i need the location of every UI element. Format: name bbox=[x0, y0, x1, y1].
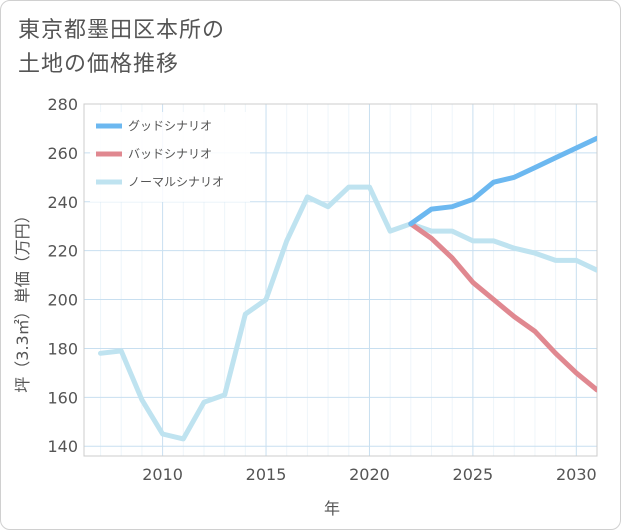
series-line-0 bbox=[98, 184, 597, 442]
y-tick-label: 260 bbox=[47, 144, 78, 163]
x-tick-label: 2030 bbox=[556, 465, 597, 484]
chart-title: 東京都墨田区本所の 土地の価格推移 bbox=[18, 14, 225, 82]
series-line-2 bbox=[408, 135, 597, 227]
legend-label: ノーマルシナリオ bbox=[128, 175, 224, 189]
title-line-1: 東京都墨田区本所の bbox=[18, 18, 226, 43]
y-tick-label: 280 bbox=[47, 95, 78, 114]
y-tick-label: 200 bbox=[47, 291, 78, 310]
y-tick-label: 220 bbox=[47, 242, 78, 261]
title-line-2: 土地の価格推移 bbox=[18, 52, 180, 77]
y-axis-title: 坪（3.3㎡）単価（万円） bbox=[13, 207, 32, 392]
legend-label: グッドシナリオ bbox=[128, 119, 212, 133]
legend-label: バッドシナリオ bbox=[128, 147, 212, 161]
x-axis-title: 年 bbox=[324, 499, 340, 518]
x-tick-label: 2015 bbox=[246, 465, 287, 484]
x-tick-label: 2010 bbox=[142, 465, 183, 484]
y-tick-label: 160 bbox=[47, 388, 78, 407]
plot-area-border bbox=[83, 103, 598, 457]
tick-labels: 140 160 180 200 220 240 260 280 2010 2015 2020 2025… bbox=[47, 95, 596, 484]
y-tick-label: 140 bbox=[47, 437, 78, 456]
x-tick-label: 2025 bbox=[453, 465, 494, 484]
series-layer bbox=[98, 135, 597, 442]
series-line-1 bbox=[408, 221, 597, 393]
x-tick-label: 2020 bbox=[349, 465, 390, 484]
y-tick-label: 240 bbox=[47, 193, 78, 212]
y-tick-label: 180 bbox=[47, 339, 78, 358]
